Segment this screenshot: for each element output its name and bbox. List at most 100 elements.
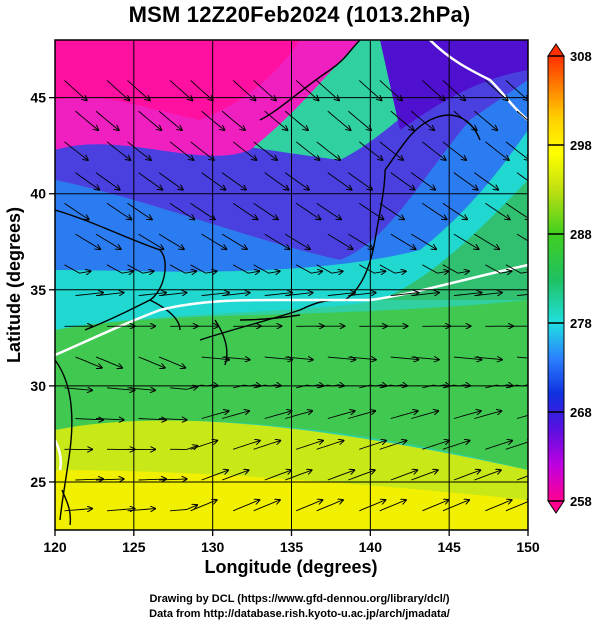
streamline — [170, 387, 197, 390]
streamline — [138, 293, 166, 296]
streamline — [474, 110, 497, 130]
streamline — [316, 264, 343, 273]
streamline — [516, 356, 528, 359]
streamline — [190, 441, 218, 450]
streamline — [169, 264, 196, 273]
colorbar-tick-label: 278 — [570, 316, 592, 331]
streamline — [516, 293, 528, 297]
colorbar: 308 298 288 278 268 258 — [547, 43, 592, 514]
streamline — [327, 233, 353, 249]
streamline — [222, 357, 250, 360]
streamline — [390, 470, 417, 481]
x-tick-label: 130 — [201, 539, 225, 555]
streamline — [379, 202, 404, 219]
streamline — [138, 479, 167, 480]
streamline — [264, 470, 291, 481]
streamline — [411, 293, 439, 296]
streamline — [221, 411, 249, 419]
streamline — [453, 470, 480, 481]
colorbar-tick-label: 298 — [570, 138, 592, 153]
streamline — [316, 385, 344, 388]
colorbar-tick-label: 308 — [570, 49, 592, 64]
streamline — [316, 80, 339, 100]
y-tick-label: 25 — [30, 474, 46, 490]
streamline — [390, 411, 418, 419]
streamline — [422, 202, 446, 219]
streamline — [221, 233, 247, 249]
streamline — [190, 202, 215, 219]
streamline — [442, 441, 470, 450]
streamline — [138, 356, 165, 368]
streamline — [453, 110, 477, 130]
x-axis: 120 125 130 135 140 145 150 — [43, 530, 540, 555]
streamline — [64, 80, 87, 100]
streamline — [296, 385, 323, 388]
streamline — [95, 110, 119, 130]
streamline — [379, 385, 407, 388]
x-tick-label: 135 — [280, 539, 304, 555]
streamline — [295, 202, 320, 219]
streamline — [75, 172, 100, 190]
streamline — [264, 233, 290, 249]
streamline — [284, 110, 308, 130]
streamline — [296, 441, 323, 450]
streamline — [138, 233, 164, 249]
streamline — [95, 419, 124, 420]
streamline — [201, 172, 226, 190]
streamline — [75, 293, 104, 296]
streamline — [348, 110, 371, 130]
streamline — [474, 470, 500, 481]
x-tick-label: 145 — [437, 539, 461, 555]
streamline — [348, 411, 375, 419]
streamline — [232, 80, 255, 100]
streamline — [359, 500, 385, 512]
streamline — [127, 202, 152, 219]
streamline — [411, 357, 439, 360]
streamline — [348, 233, 373, 249]
streamline — [233, 441, 260, 450]
coastline-shikoku — [239, 314, 301, 321]
streamline — [453, 293, 482, 296]
streamline — [327, 293, 355, 296]
streamline — [485, 385, 512, 388]
streamline — [411, 233, 436, 249]
streamline — [422, 264, 448, 273]
streamline — [106, 80, 129, 100]
streamline — [453, 172, 478, 190]
streamline — [127, 264, 154, 273]
streamline — [159, 479, 187, 480]
streamline — [264, 110, 288, 130]
x-axis-title: Longitude (degrees) — [204, 557, 377, 577]
streamline — [75, 110, 99, 130]
streamline — [190, 80, 213, 100]
streamline — [158, 172, 183, 190]
streamline — [264, 411, 292, 419]
streamline — [516, 233, 528, 242]
streamline — [253, 385, 281, 388]
streamline — [95, 293, 124, 296]
streamline — [285, 411, 312, 419]
streamline — [390, 110, 414, 130]
streamline — [106, 509, 135, 511]
streamline — [485, 202, 509, 219]
streamline — [359, 202, 383, 219]
streamline — [159, 293, 186, 296]
streamline — [253, 441, 281, 450]
streamline — [232, 202, 257, 219]
streamline — [379, 141, 403, 160]
streamline — [505, 80, 528, 100]
y-axis: 25 30 35 40 45 — [30, 90, 55, 490]
streamline — [453, 411, 481, 419]
streamline — [390, 172, 415, 190]
streamline — [158, 356, 185, 368]
streamline — [411, 470, 437, 481]
coastline-korea-south — [149, 299, 181, 331]
streamline — [201, 233, 227, 249]
streamline — [64, 141, 88, 160]
streamline — [201, 470, 228, 481]
x-tick-label: 150 — [516, 539, 540, 555]
streamline — [95, 233, 121, 249]
streamline — [64, 202, 89, 219]
streamline — [95, 172, 120, 190]
